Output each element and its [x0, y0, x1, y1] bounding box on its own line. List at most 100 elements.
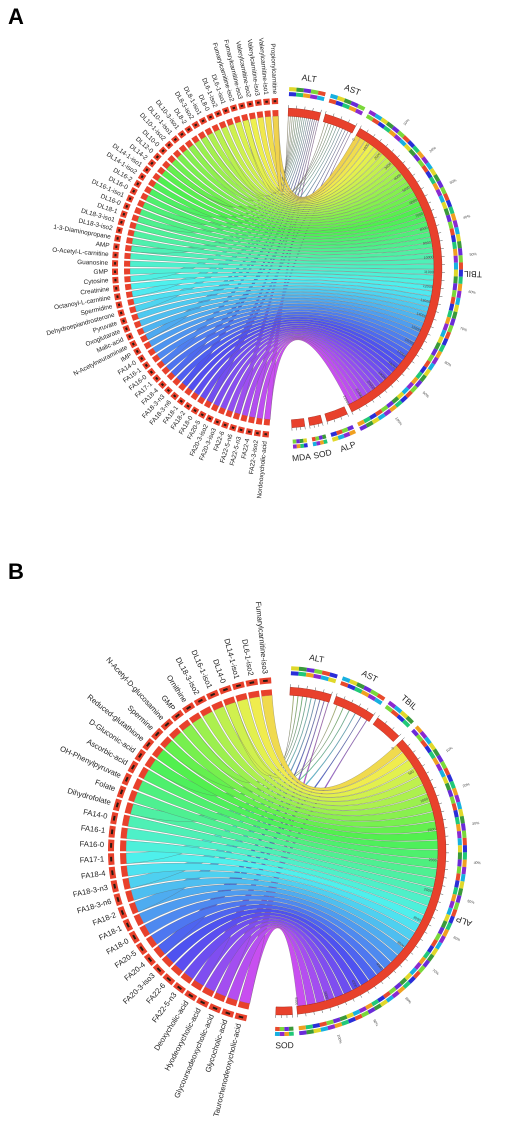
index-tick: [442, 819, 447, 821]
metabolite-marker: [231, 426, 235, 429]
heatmap-cell: [415, 371, 423, 380]
index-arc: [291, 418, 306, 428]
metabolite-inner-arc: [256, 111, 264, 118]
heatmap-cell: [457, 859, 462, 867]
heatmap-cell: [428, 742, 436, 751]
metabolite-inner-arc: [204, 127, 213, 136]
metabolite-marker: [116, 295, 119, 299]
heatmap-cell: [451, 311, 458, 320]
metabolite-marker: [144, 363, 148, 368]
metabolite-marker: [147, 957, 153, 963]
index-tick: [373, 712, 376, 716]
heatmap-cell: [428, 751, 436, 760]
heatmap-cell: [288, 1031, 294, 1036]
heatmap-cell: [299, 1030, 307, 1036]
metabolite-label: DL14-0: [211, 658, 228, 684]
heatmap-cell: [405, 390, 413, 399]
heatmap-cell: [449, 318, 456, 326]
heatmap-cell: [377, 121, 386, 129]
heatmap-cell: [439, 769, 446, 778]
heatmap-cell: [458, 808, 464, 817]
index-tick: [312, 107, 314, 112]
heatmap-cell: [397, 985, 406, 994]
percent-tick-label: 80%: [444, 360, 453, 367]
heatmap-cell: [365, 420, 374, 428]
metabolite-marker: [122, 212, 126, 216]
heatmap-cell: [445, 199, 453, 208]
heatmap-cell: [441, 337, 449, 346]
index-arc: [287, 107, 321, 121]
metabolite-marker: [201, 119, 205, 123]
metabolite-inner-arc: [132, 778, 143, 791]
index-tick: [436, 224, 440, 226]
metabolite-inner-arc: [144, 185, 153, 194]
metabolite-inner-arc: [125, 237, 133, 244]
heatmap-cell: [414, 962, 422, 970]
metabolite-label: FA18-4: [81, 869, 106, 881]
metabolite-marker: [115, 245, 118, 249]
heatmap-cell: [298, 666, 307, 672]
metabolite-inner-arc: [255, 417, 263, 425]
index-tick: [391, 149, 395, 152]
index-sectors: ALT AST TBIL ALP SOD: [274, 652, 473, 1050]
metabolite-marker: [167, 143, 171, 147]
metabolite-label: FA16-0: [79, 839, 104, 849]
heatmap-cell: [431, 356, 439, 365]
metabolite-inner-arc: [139, 334, 149, 343]
heatmap-cell: [445, 922, 453, 931]
heatmap-cell: [310, 89, 319, 95]
heatmap-cell: [335, 100, 344, 107]
index-label: ALT: [301, 72, 317, 84]
index-label: SOD: [312, 447, 332, 461]
index-label: TBIL: [399, 693, 419, 712]
heatmap-cell: [418, 956, 427, 965]
percent-tick-label: 10%: [403, 118, 411, 127]
tick-label: 22000: [342, 395, 350, 406]
index-tick: [313, 424, 315, 428]
index-tick: [398, 733, 402, 737]
heatmap-cell: [457, 248, 463, 256]
heatmap-cell: [451, 802, 458, 811]
heatmap-cell: [320, 675, 329, 682]
heatmap-cell: [462, 852, 467, 860]
heatmap-cell: [412, 970, 421, 979]
metabolite-inner-arc: [147, 347, 156, 357]
heatmap-cell: [329, 672, 338, 679]
heatmap-cell: [458, 255, 463, 263]
heatmap-cell: [457, 852, 462, 860]
metabolite-inner-arc: [157, 166, 166, 175]
heatmap-cell: [374, 408, 383, 417]
index-tick: [441, 810, 445, 813]
tick-label: 4500: [351, 979, 358, 988]
heatmap-cell: [443, 913, 451, 922]
metabolite-inner-arc: [232, 412, 241, 420]
metabolite-inner-arc: [241, 113, 249, 122]
heatmap-cell: [434, 932, 442, 942]
metabolite-marker: [161, 149, 165, 153]
heatmap-cell: [380, 404, 389, 413]
heatmap-cell: [453, 269, 458, 277]
heatmap-cell: [447, 324, 454, 333]
metabolite-marker: [256, 101, 260, 104]
metabolite-marker: [130, 764, 136, 770]
metabolite-label: Cytosine: [83, 277, 109, 286]
percent-tick-label: 70%: [459, 326, 468, 332]
index-tick: [431, 916, 435, 919]
heatmap-cell: [326, 1019, 334, 1026]
metabolite-inner-arc: [139, 924, 150, 938]
heatmap-cell: [424, 736, 432, 745]
index-tick: [372, 399, 375, 403]
percent-tick-label: 100%: [336, 1034, 343, 1045]
metabolite-inner-arc: [151, 745, 164, 758]
metabolite-inner-arc: [156, 360, 165, 369]
metabolite-inner-arc: [140, 192, 149, 201]
metabolite-marker: [222, 687, 228, 692]
index-label: MDA: [292, 451, 312, 463]
heatmap-cell: [442, 928, 450, 938]
heatmap-cell: [438, 344, 446, 353]
index-tick: [385, 143, 389, 147]
index-tick: [437, 303, 441, 305]
metabolite-marker: [136, 182, 140, 186]
index-tick: [428, 201, 432, 204]
index-arc: [307, 414, 323, 426]
